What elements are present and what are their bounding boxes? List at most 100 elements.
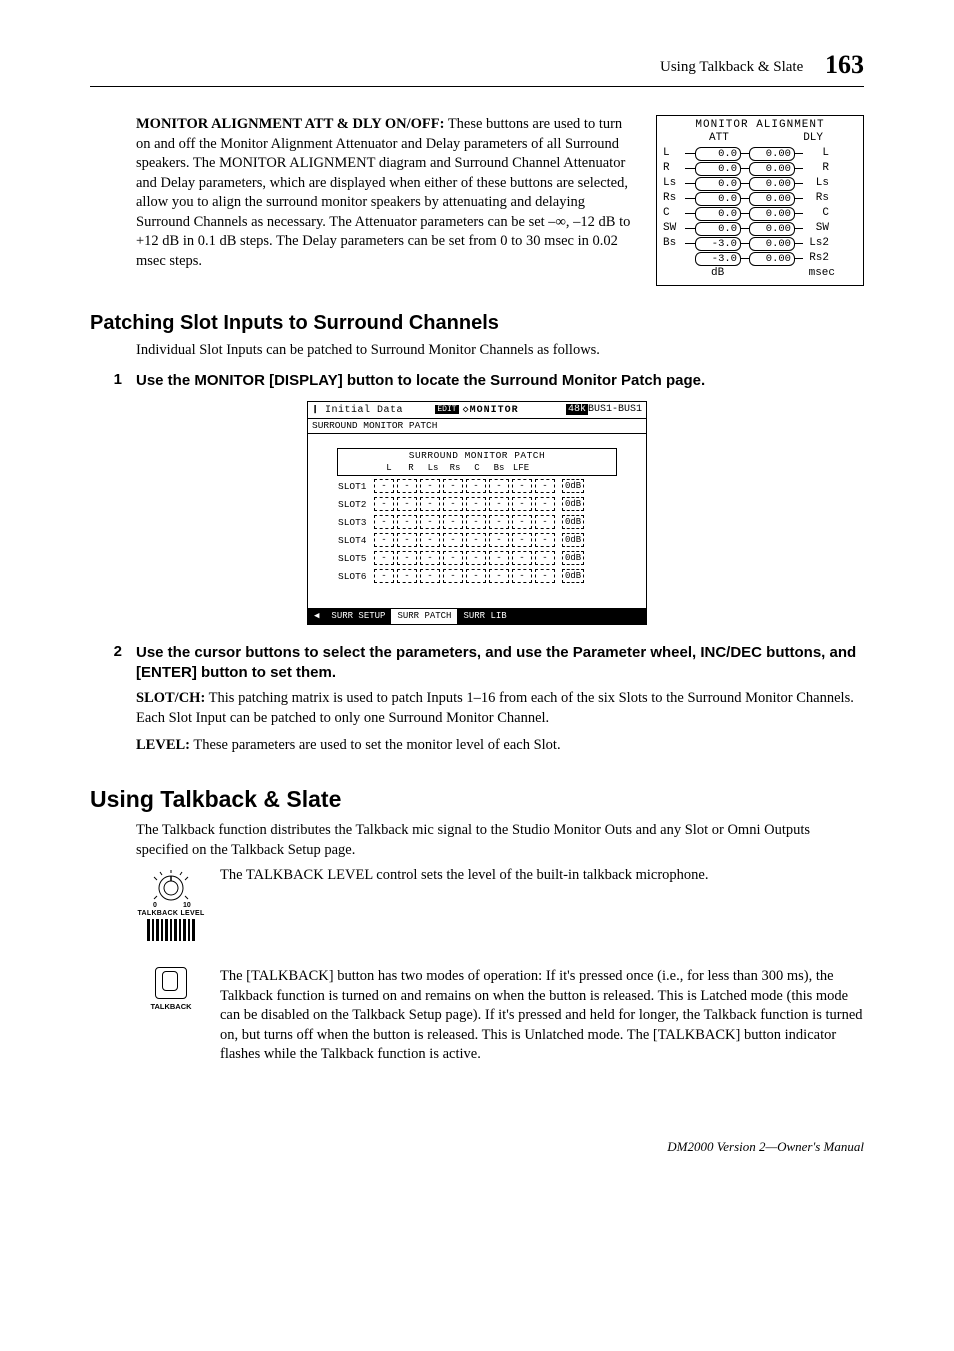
- surr-patch-cell[interactable]: -: [374, 533, 394, 547]
- surr-slot-row: SLOT1--------0dB: [338, 479, 616, 494]
- mon-align-dly-value: 0.00: [749, 162, 795, 176]
- step-1-text: Use the MONITOR [DISPLAY] button to loca…: [136, 371, 864, 391]
- surr-patch-cell[interactable]: -: [466, 551, 486, 565]
- surr-tab-prev[interactable]: ◀: [308, 609, 325, 624]
- surr-patch-cell[interactable]: -: [374, 551, 394, 565]
- surr-edit-chip: EDIT: [435, 405, 458, 414]
- surr-patch-cell[interactable]: -: [512, 551, 532, 565]
- surr-slot-label: SLOT4: [338, 535, 374, 546]
- surr-slot-level[interactable]: 0dB: [562, 569, 584, 583]
- surr-patch-cell[interactable]: -: [397, 515, 417, 529]
- surr-patch-cell[interactable]: -: [466, 533, 486, 547]
- surr-patch-cell[interactable]: -: [443, 533, 463, 547]
- surr-tab-patch[interactable]: SURR PATCH: [391, 609, 457, 624]
- surr-subtitle: SURROUND MONITOR PATCH: [307, 418, 647, 434]
- surr-patch-cell[interactable]: -: [535, 569, 555, 583]
- talkback-button-block: TALKBACK The [TALKBACK] button has two m…: [136, 967, 864, 1069]
- surr-patch-cell[interactable]: -: [512, 497, 532, 511]
- surr-patch-cell[interactable]: -: [374, 569, 394, 583]
- surr-patch-cell[interactable]: -: [466, 569, 486, 583]
- surr-slot-label: SLOT5: [338, 553, 374, 564]
- surr-patch-cell[interactable]: -: [443, 515, 463, 529]
- surr-patch-cell[interactable]: -: [535, 551, 555, 565]
- surr-patch-cell[interactable]: -: [420, 551, 440, 565]
- surr-patch-cell[interactable]: -: [466, 479, 486, 493]
- surr-patch-cell[interactable]: -: [489, 479, 509, 493]
- surr-patch-cell[interactable]: -: [489, 551, 509, 565]
- talkback-button-caption: TALKBACK: [136, 1002, 206, 1011]
- surr-patch-cell[interactable]: -: [420, 569, 440, 583]
- surr-patch-cell[interactable]: -: [512, 515, 532, 529]
- surr-patch-cell[interactable]: -: [489, 533, 509, 547]
- mon-align-hdr-att: ATT: [709, 133, 729, 144]
- surr-patch-cell[interactable]: -: [489, 569, 509, 583]
- mon-align-row: -3.00.00Rs2: [663, 251, 857, 266]
- talkback-level-caption: TALKBACK LEVEL: [136, 910, 206, 917]
- surr-tab-lib[interactable]: SURR LIB: [457, 609, 512, 624]
- mon-align-dly-value: 0.00: [749, 252, 795, 266]
- surr-patch-cell[interactable]: -: [420, 479, 440, 493]
- surr-patch-cell[interactable]: -: [489, 497, 509, 511]
- monitor-alignment-body: These buttons are used to turn on and of…: [136, 116, 630, 269]
- surr-slot-level[interactable]: 0dB: [562, 497, 584, 511]
- surr-title-left: Initial Data: [325, 405, 403, 416]
- running-header: Using Talkback & Slate 163: [90, 50, 864, 87]
- surr-patch-cell[interactable]: -: [374, 497, 394, 511]
- patching-heading: Patching Slot Inputs to Surround Channel…: [90, 312, 864, 335]
- surr-patch-cell[interactable]: -: [489, 515, 509, 529]
- surr-patch-cell[interactable]: -: [443, 497, 463, 511]
- surr-patch-cell[interactable]: -: [397, 569, 417, 583]
- surr-patch-cell[interactable]: -: [420, 497, 440, 511]
- surr-slot-level[interactable]: 0dB: [562, 515, 584, 529]
- step-2-text: Use the cursor buttons to select the par…: [136, 643, 864, 684]
- mon-align-left-label: L: [663, 148, 685, 159]
- surr-patch-cell[interactable]: -: [535, 515, 555, 529]
- surr-patch-cell[interactable]: -: [535, 533, 555, 547]
- surr-slot-level[interactable]: 0dB: [562, 479, 584, 493]
- surr-tab-setup[interactable]: SURR SETUP: [325, 609, 391, 624]
- mon-align-unit-msec: msec: [809, 268, 835, 279]
- surr-patch-cell[interactable]: -: [397, 497, 417, 511]
- mon-align-left-label: C: [663, 208, 685, 219]
- mon-align-row: C0.00.00C: [663, 206, 857, 221]
- mon-align-dly-value: 0.00: [749, 177, 795, 191]
- surr-slot-row: SLOT2--------0dB: [338, 497, 616, 512]
- surr-patch-cell[interactable]: -: [443, 479, 463, 493]
- surr-slot-row: SLOT6--------0dB: [338, 569, 616, 584]
- surr-patch-cell[interactable]: -: [374, 479, 394, 493]
- mon-align-row: SW0.00.00SW: [663, 221, 857, 236]
- surr-patch-cell[interactable]: -: [466, 497, 486, 511]
- talkback-button-text: The [TALKBACK] button has two modes of o…: [220, 967, 864, 1065]
- surr-slot-level[interactable]: 0dB: [562, 533, 584, 547]
- surr-patch-cell[interactable]: -: [420, 533, 440, 547]
- mon-align-att-value: 0.0: [695, 192, 741, 206]
- mon-align-left-label: SW: [663, 223, 685, 234]
- knob-min: 0: [153, 902, 157, 908]
- surr-patch-cell[interactable]: -: [535, 497, 555, 511]
- step-1: 1 Use the MONITOR [DISPLAY] button to lo…: [90, 371, 864, 391]
- surr-patch-cell[interactable]: -: [512, 479, 532, 493]
- mon-align-unit-db: dB: [711, 268, 724, 279]
- mon-align-left-label: Rs: [663, 193, 685, 204]
- surr-patch-cell[interactable]: -: [374, 515, 394, 529]
- surr-slot-level[interactable]: 0dB: [562, 551, 584, 565]
- mic-grille-icon: [136, 919, 206, 941]
- surr-patch-cell[interactable]: -: [420, 515, 440, 529]
- surr-patch-cell[interactable]: -: [512, 569, 532, 583]
- surr-patch-cell[interactable]: -: [512, 533, 532, 547]
- mon-align-att-value: -3.0: [695, 237, 741, 251]
- surr-patch-cell[interactable]: -: [535, 479, 555, 493]
- talkback-heading: Using Talkback & Slate: [90, 786, 864, 813]
- surr-slot-label: SLOT1: [338, 481, 374, 492]
- mon-align-left-label: Ls: [663, 178, 685, 189]
- surr-patch-cell[interactable]: -: [443, 551, 463, 565]
- surr-patch-cell[interactable]: -: [466, 515, 486, 529]
- surr-patch-cell[interactable]: -: [443, 569, 463, 583]
- surr-title-right: BUS1-BUS1: [588, 404, 642, 415]
- surr-patch-cell[interactable]: -: [397, 533, 417, 547]
- surr-patch-cell[interactable]: -: [397, 551, 417, 565]
- surr-patch-cell[interactable]: -: [397, 479, 417, 493]
- surr-slot-label: SLOT2: [338, 499, 374, 510]
- surr-col-header: Ls: [422, 463, 444, 473]
- mon-align-row: Bs-3.00.00Ls2: [663, 236, 857, 251]
